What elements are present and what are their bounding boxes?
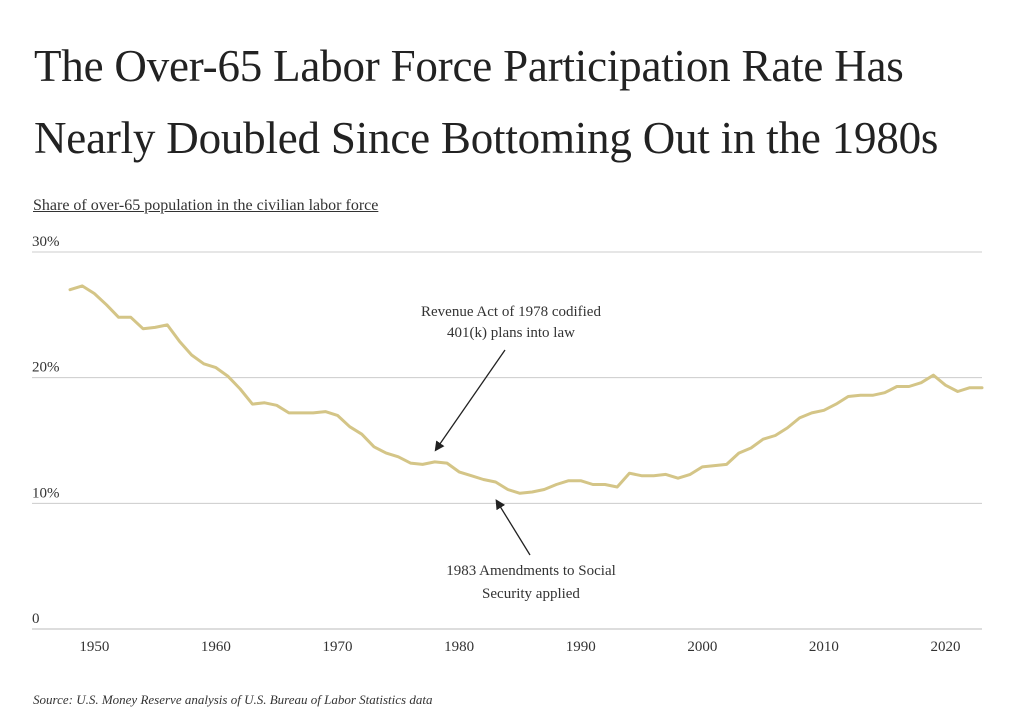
annotations: Revenue Act of 1978 codified 401(k) plans… xyxy=(421,304,616,602)
x-tick-label: 1990 xyxy=(566,639,596,655)
x-tick-label: 1980 xyxy=(444,639,474,655)
x-tick-label: 2010 xyxy=(809,639,839,655)
annotation-arrow-2 xyxy=(495,499,531,556)
x-tick-label: 1950 xyxy=(79,639,109,655)
y-tick-label: 10% xyxy=(32,485,60,501)
y-axis-ticks: 0 10% 20% 30% xyxy=(32,234,60,627)
x-axis-ticks: 1950 1960 1970 1980 1990 2000 2010 2020 xyxy=(79,639,960,655)
y-tick-label: 30% xyxy=(32,234,60,250)
annotation-social-security: 1983 Amendments to Social Security applie… xyxy=(446,563,616,602)
x-tick-label: 1970 xyxy=(323,639,353,655)
chart-subtitle: Share of over-65 population in the civil… xyxy=(33,197,379,214)
y-tick-label: 20% xyxy=(32,360,60,376)
chart-title: The Over-65 Labor Force Participation Ra… xyxy=(34,30,1009,174)
annotation-arrow-1 xyxy=(434,349,506,452)
title-line-1: The Over-65 Labor Force Participation Ra… xyxy=(34,41,904,91)
y-tick-label: 0 xyxy=(32,611,40,627)
x-tick-label: 1960 xyxy=(201,639,231,655)
x-tick-label: 2000 xyxy=(687,639,717,655)
source-note: Source: U.S. Money Reserve analysis of U… xyxy=(33,692,433,707)
series-line xyxy=(68,284,984,495)
series-layer xyxy=(68,284,984,495)
title-line-2: Nearly Doubled Since Bottoming Out in th… xyxy=(34,113,939,163)
grid-lines xyxy=(32,251,982,630)
annotation-revenue-act: Revenue Act of 1978 codified 401(k) plans… xyxy=(421,304,601,341)
x-tick-label: 2020 xyxy=(931,639,961,655)
